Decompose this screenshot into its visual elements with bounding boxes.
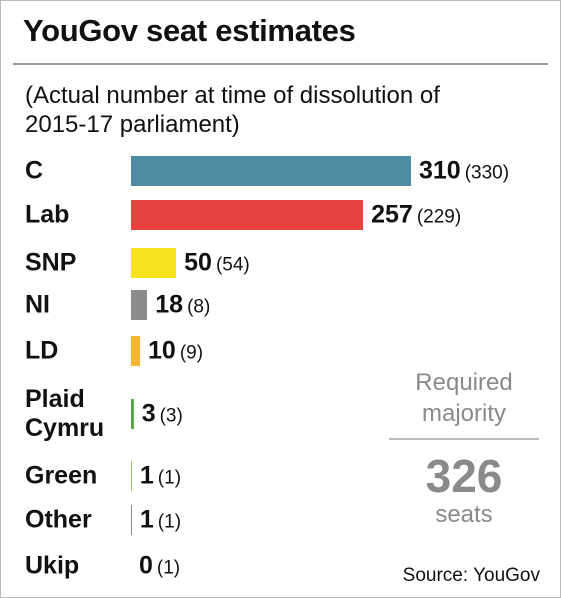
category-label: Other <box>25 505 92 534</box>
value-label-group: 10 (9) <box>148 337 203 366</box>
bar <box>131 200 364 230</box>
value-label-group: 257 (229) <box>371 201 461 230</box>
annotation-rule <box>389 438 539 440</box>
value-label-group: 1 (1) <box>140 506 181 535</box>
actual-value-label: (9) <box>179 342 204 364</box>
bar <box>131 336 141 366</box>
actual-value-label: (229) <box>416 206 462 228</box>
actual-value-label: (330) <box>464 162 510 184</box>
category-label: LD <box>25 336 59 365</box>
value-label-group: 1 (1) <box>140 462 181 491</box>
value-label: 3 <box>141 399 156 428</box>
bar <box>131 156 411 186</box>
value-label: 1 <box>139 505 154 534</box>
actual-value-label: (54) <box>215 254 250 276</box>
title-rule <box>13 63 548 65</box>
value-label-group: 310 (330) <box>419 157 509 186</box>
bar <box>131 461 132 491</box>
value-label-group: 50 (54) <box>184 249 250 278</box>
category-label: Lab <box>25 200 70 229</box>
subtitle: (Actual number at time of dissolution of… <box>25 82 440 138</box>
category-label: SNP <box>25 248 77 277</box>
category-label: Ukip <box>25 551 80 580</box>
value-label: 257 <box>371 200 413 229</box>
category-label: C <box>25 156 44 185</box>
value-label: 10 <box>148 336 176 365</box>
annotation-label: Required majority <box>415 369 513 427</box>
bar <box>131 399 134 429</box>
value-label-group: 18 (8) <box>155 291 210 320</box>
actual-value-label: (8) <box>187 296 211 318</box>
actual-value-label: (1) <box>157 511 182 533</box>
bar <box>131 505 132 535</box>
category-label: Plaid Cymru <box>25 385 105 442</box>
value-label: 1 <box>139 461 154 490</box>
source: Source: YouGov <box>402 565 540 586</box>
chart-title: YouGov seat estimates <box>23 13 356 48</box>
value-label: 0 <box>139 551 153 580</box>
value-label: 18 <box>155 290 184 319</box>
value-label-group: 3 (3) <box>142 400 183 429</box>
actual-value-label: (3) <box>159 405 183 427</box>
annotation-value: 326 <box>425 450 503 502</box>
category-label: NI <box>25 290 50 319</box>
bar <box>131 290 148 320</box>
actual-value-label: (1) <box>156 557 181 579</box>
category-label: Green <box>25 461 98 490</box>
annotation-unit: seats <box>435 501 493 528</box>
value-label-group: 0 (1) <box>139 552 180 581</box>
actual-value-label: (1) <box>157 467 182 489</box>
value-label: 310 <box>419 156 461 185</box>
value-label: 50 <box>184 248 212 277</box>
bar <box>131 248 177 278</box>
